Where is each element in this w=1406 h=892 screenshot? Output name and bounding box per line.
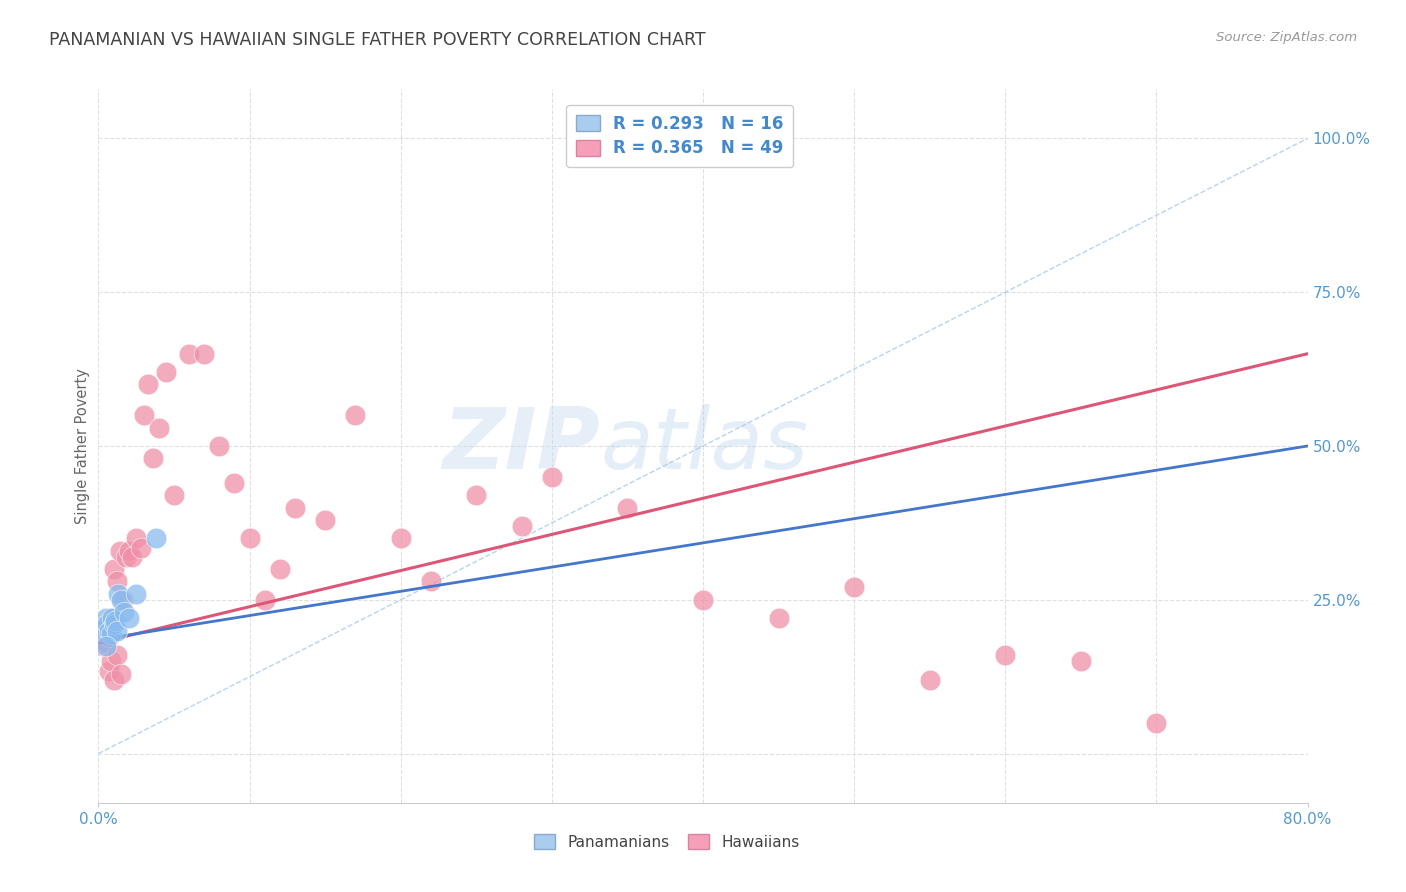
Point xyxy=(105,648,128,662)
Point xyxy=(94,639,117,653)
Point xyxy=(224,475,246,490)
Point xyxy=(108,543,131,558)
Point xyxy=(118,543,141,558)
Point xyxy=(110,592,132,607)
Point xyxy=(125,531,148,545)
Point xyxy=(155,365,177,379)
Point xyxy=(105,624,128,638)
Text: atlas: atlas xyxy=(600,404,808,488)
Point xyxy=(103,562,125,576)
Point xyxy=(208,439,231,453)
Point xyxy=(692,592,714,607)
Point xyxy=(118,611,141,625)
Point xyxy=(132,409,155,423)
Point xyxy=(91,624,114,638)
Point xyxy=(344,409,367,423)
Point xyxy=(114,549,136,564)
Point xyxy=(616,500,638,515)
Point xyxy=(510,519,533,533)
Point xyxy=(111,592,134,607)
Point xyxy=(94,636,117,650)
Point xyxy=(420,574,443,589)
Point xyxy=(100,626,122,640)
Point xyxy=(540,469,562,483)
Point xyxy=(1144,715,1167,730)
Point xyxy=(98,624,121,638)
Legend: Panamanians, Hawaiians: Panamanians, Hawaiians xyxy=(527,828,806,855)
Point xyxy=(918,673,941,687)
Point xyxy=(112,605,135,619)
Point xyxy=(193,347,215,361)
Point xyxy=(465,488,488,502)
Point xyxy=(103,673,125,687)
Point xyxy=(96,617,118,632)
Point xyxy=(104,615,127,629)
Point xyxy=(91,639,114,653)
Point xyxy=(101,611,124,625)
Point xyxy=(284,500,307,515)
Point xyxy=(253,592,276,607)
Point xyxy=(98,630,121,644)
Point xyxy=(98,664,121,678)
Point xyxy=(110,666,132,681)
Point xyxy=(125,587,148,601)
Point xyxy=(100,654,122,668)
Point xyxy=(389,531,412,545)
Y-axis label: Single Father Poverty: Single Father Poverty xyxy=(75,368,90,524)
Point xyxy=(101,615,124,629)
Point xyxy=(129,541,152,555)
Point xyxy=(105,574,128,589)
Point xyxy=(121,549,143,564)
Point xyxy=(107,587,129,601)
Point xyxy=(1070,654,1092,668)
Point xyxy=(142,451,165,466)
Point xyxy=(994,648,1017,662)
Point xyxy=(100,611,122,625)
Point xyxy=(844,581,866,595)
Point xyxy=(94,611,117,625)
Point xyxy=(148,420,170,434)
Point xyxy=(179,347,201,361)
Point xyxy=(239,531,262,545)
Point xyxy=(145,531,167,545)
Point xyxy=(269,562,291,576)
Text: PANAMANIAN VS HAWAIIAN SINGLE FATHER POVERTY CORRELATION CHART: PANAMANIAN VS HAWAIIAN SINGLE FATHER POV… xyxy=(49,31,706,49)
Point xyxy=(96,624,118,638)
Point xyxy=(163,488,186,502)
Point xyxy=(103,617,125,632)
Text: Source: ZipAtlas.com: Source: ZipAtlas.com xyxy=(1216,31,1357,45)
Text: ZIP: ZIP xyxy=(443,404,600,488)
Point xyxy=(136,377,159,392)
Point xyxy=(768,611,790,625)
Point xyxy=(314,513,336,527)
